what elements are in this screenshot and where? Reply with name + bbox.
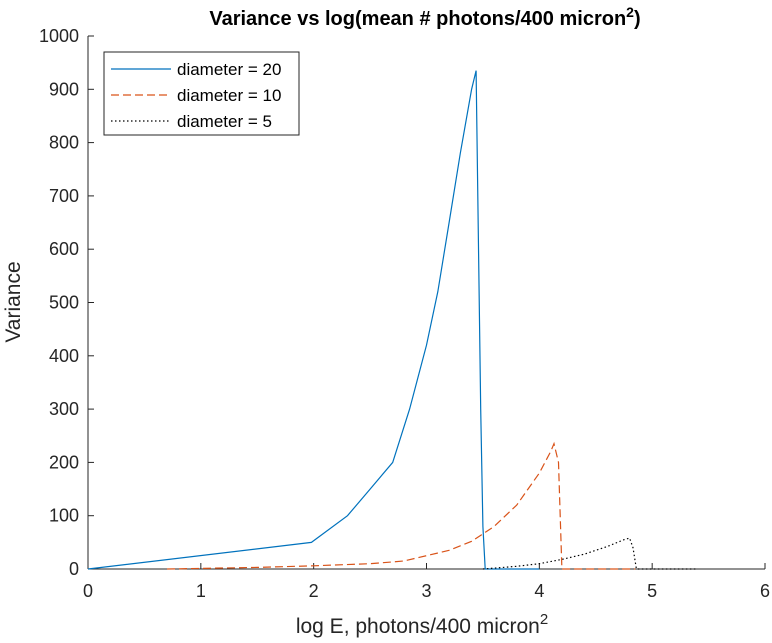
series-line-1	[87, 70, 540, 570]
x-tick-label: 1	[196, 581, 206, 601]
y-tick-label: 800	[49, 133, 79, 153]
y-tick-label: 500	[49, 293, 79, 313]
y-tick-label: 0	[69, 559, 79, 579]
y-tick-label: 200	[49, 452, 79, 472]
chart-title: Variance vs log(mean # photons/400 micro…	[209, 4, 640, 30]
legend-label-1: diameter = 20	[177, 60, 281, 79]
x-axis-title: log E, photons/400 micron2	[296, 611, 548, 638]
series-lines	[87, 70, 698, 570]
legend: diameter = 20 diameter = 10 diameter = 5	[103, 51, 300, 136]
y-tick-label: 600	[49, 239, 79, 259]
y-tick-label: 700	[49, 186, 79, 206]
x-tick-label: 2	[309, 581, 319, 601]
x-tick-label: 3	[421, 581, 431, 601]
y-axis-title: Variance	[2, 261, 25, 342]
y-tick-label: 900	[49, 79, 79, 99]
x-tick-label: 4	[534, 581, 544, 601]
legend-label-2: diameter = 10	[177, 86, 281, 105]
x-tick-label: 6	[760, 581, 770, 601]
series-line-2	[166, 441, 636, 570]
y-tick-label: 400	[49, 346, 79, 366]
y-tick-label: 300	[49, 399, 79, 419]
y-ticks: 0 100 200 300 400 500 600 700 800 900 1000	[39, 26, 94, 579]
x-tick-label: 0	[83, 581, 93, 601]
legend-label-3: diameter = 5	[177, 112, 272, 131]
x-tick-label: 5	[647, 581, 657, 601]
series-line-3	[482, 537, 698, 570]
y-tick-label: 100	[49, 506, 79, 526]
y-tick-label: 1000	[39, 26, 79, 46]
